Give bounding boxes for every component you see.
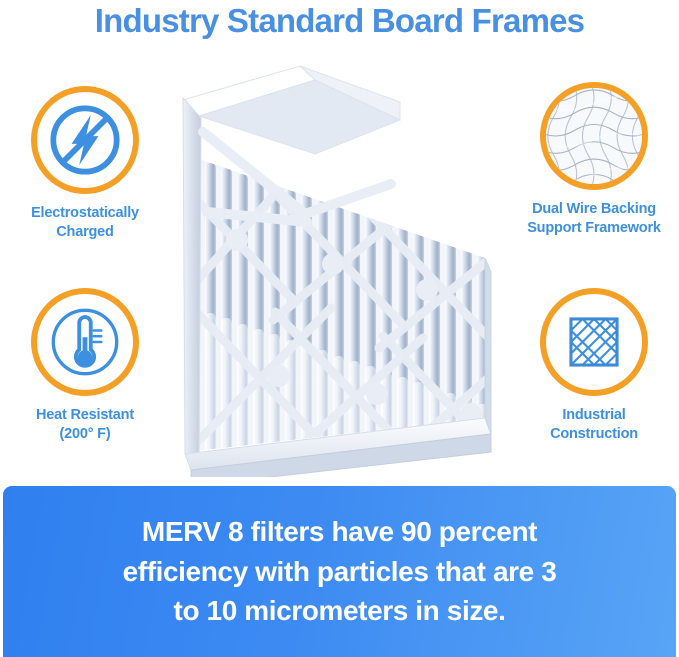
feature-dual-wire-backing: Dual Wire Backing Support Framework <box>509 82 679 239</box>
feature-caption: Heat Resistant (200° F) <box>36 407 134 443</box>
no-static-lightning-bolt-icon <box>31 86 139 194</box>
page-title: Industry Standard Board Frames <box>94 2 585 39</box>
product-image <box>155 62 510 477</box>
wire-mesh-photo-icon <box>540 82 648 190</box>
mesh-grid-square-icon <box>540 288 648 396</box>
feature-caption: Dual Wire Backing Support Framework <box>527 201 661 237</box>
feature-electrostatically-charged: Electrostatically Charged <box>0 86 170 243</box>
feature-heat-resistant: Heat Resistant (200° F) <box>0 288 170 445</box>
feature-caption: Industrial Construction <box>550 407 638 443</box>
banner-text: MERV 8 filters have 90 percent efficienc… <box>122 515 557 627</box>
thermometer-icon <box>31 288 139 396</box>
feature-caption: Electrostatically Charged <box>31 205 139 241</box>
merv-rating-banner: MERV 8 filters have 90 percent efficienc… <box>3 486 676 657</box>
feature-industrial-construction: Industrial Construction <box>509 288 679 445</box>
